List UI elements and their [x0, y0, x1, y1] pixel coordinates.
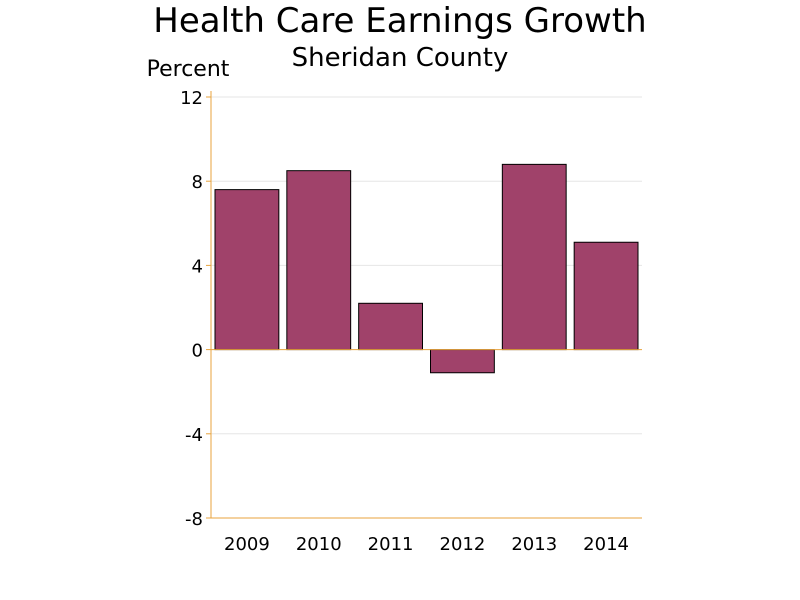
y-axis-label: Percent [147, 57, 230, 82]
y-tick-label: 4 [192, 256, 203, 277]
y-tick-label: -4 [185, 425, 203, 446]
bars [214, 163, 639, 374]
y-tick-label: 0 [192, 341, 203, 362]
x-tick-label: 2012 [440, 534, 486, 555]
bar-2010 [286, 170, 352, 351]
bar-2013 [501, 163, 567, 351]
bar-2014 [573, 241, 639, 351]
x-tick-label: 2010 [296, 534, 342, 555]
x-tick-label: 2014 [583, 534, 629, 555]
bar-2009 [214, 189, 280, 351]
chart-title: Health Care Earnings Growth [153, 1, 646, 41]
y-tick-label: 12 [180, 88, 203, 109]
x-tick-label: 2013 [511, 534, 557, 555]
y-tick-label: 8 [192, 172, 203, 193]
y-tick-label: -8 [185, 509, 203, 530]
bar-2011 [358, 302, 423, 351]
bar-2012 [430, 349, 495, 374]
x-tick-labels: 2009 2010 2011 2012 2013 2014 [224, 534, 629, 555]
x-tick-label: 2009 [224, 534, 270, 555]
chart-subtitle: Sheridan County [292, 43, 509, 73]
y-tick-labels: 12 8 4 0 -4 -8 [180, 88, 203, 530]
x-tick-label: 2011 [368, 534, 414, 555]
gridlines [211, 96, 642, 435]
axes [206, 91, 642, 519]
